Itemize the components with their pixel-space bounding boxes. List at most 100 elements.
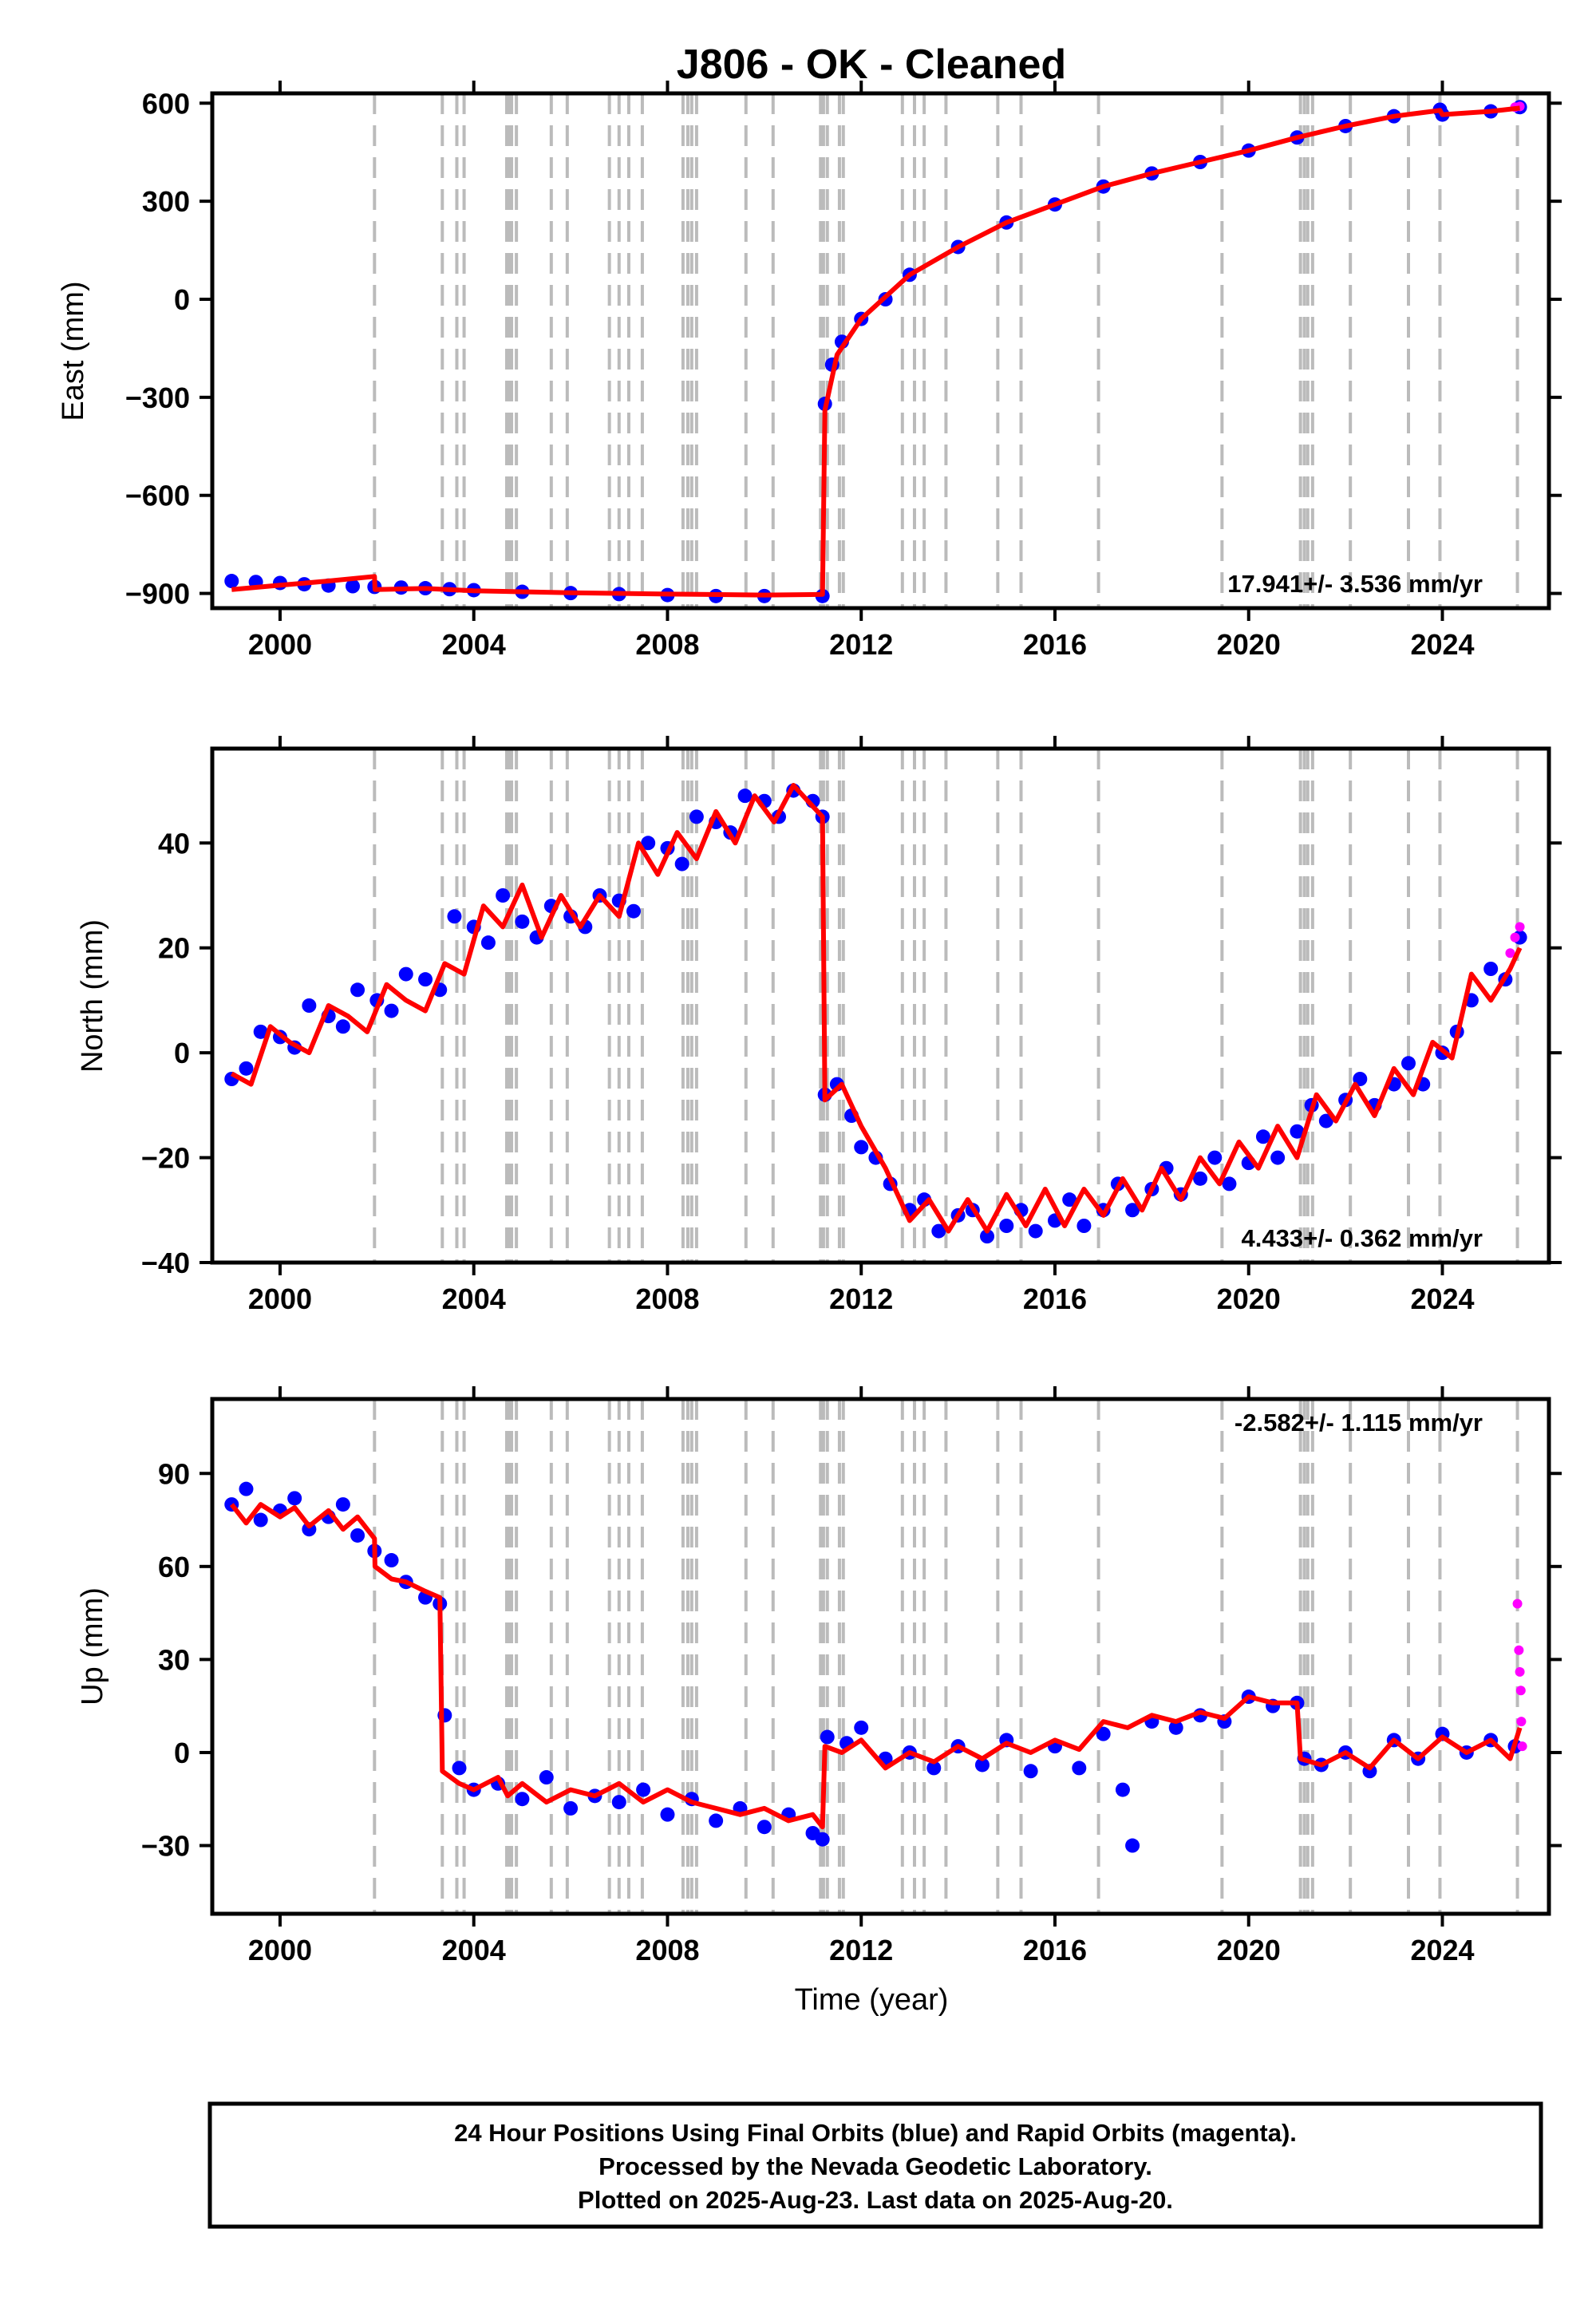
up-rapid-orbits-point [1512, 1599, 1523, 1609]
north-x-tick-label: 2016 [1023, 1282, 1087, 1315]
up-final-orbits-point [757, 1820, 772, 1835]
north-final-orbits-point [689, 809, 704, 824]
north-final-orbits-point [350, 982, 365, 998]
north-final-orbits-point [1207, 1150, 1223, 1165]
up-x-tick-label: 2008 [635, 1934, 699, 1966]
up-rapid-orbits-series [1512, 1599, 1527, 1752]
north-final-orbits-point [1193, 1171, 1208, 1186]
up-final-orbits-point [335, 1497, 350, 1512]
north-final-orbits-point [1077, 1219, 1092, 1233]
figure-title: J806 - OK - Cleaned [677, 41, 1066, 88]
north-final-orbits-point [641, 836, 656, 851]
north-x-tick-label: 2024 [1410, 1282, 1474, 1315]
north-final-orbits-point [999, 1219, 1014, 1233]
up-final-orbits-point [611, 1795, 626, 1810]
north-plot-frame [210, 746, 1551, 1265]
east-x-tick-label: 2012 [829, 628, 893, 661]
up-y-axis-label: Up (mm) [76, 1587, 109, 1705]
north-final-orbits-point [1290, 1124, 1305, 1139]
up-final-orbits-point [820, 1729, 835, 1745]
north-final-orbits-point [1483, 962, 1499, 976]
north-final-orbits-point [674, 856, 689, 871]
north-final-orbits-point [931, 1223, 946, 1239]
north-final-orbits-point [1318, 1113, 1333, 1128]
north-y-axis-label: North (mm) [76, 919, 109, 1073]
up-rapid-orbits-point [1515, 1686, 1526, 1696]
north-event-lines [373, 749, 1519, 1263]
north-y-tick-label: 0 [174, 1037, 190, 1069]
up-x-tick-label: 2020 [1217, 1934, 1281, 1966]
north-final-orbits-point [1125, 1203, 1140, 1218]
east-y-tick-label: −300 [125, 381, 190, 414]
north-final-orbits-point [980, 1229, 995, 1244]
east-y-tick-label: 300 [142, 185, 190, 218]
up-final-orbits-point [974, 1757, 990, 1773]
north-final-orbits-point [480, 935, 496, 951]
north-final-orbits-point [626, 903, 641, 919]
east-rate-label: 17.941+/- 3.536 mm/yr [1227, 570, 1483, 598]
east-x-tick-label: 2020 [1217, 628, 1281, 661]
east-x-tick-label: 2008 [635, 628, 699, 661]
up-final-orbits-point [1115, 1782, 1130, 1797]
east-x-tick-label: 2016 [1023, 628, 1087, 661]
panel-up: −30 0 30 60 90 2000 2004 2008 2012 2016 2020 2024 -… [76, 1386, 1562, 2017]
north-x-tick-label: 2020 [1217, 1282, 1281, 1315]
north-final-orbits-series [224, 783, 1527, 1244]
east-y-tick-label: −900 [125, 578, 190, 611]
north-x-tick-label: 2004 [442, 1282, 506, 1315]
north-final-orbits-point [418, 972, 433, 987]
north-final-orbits-point [1270, 1150, 1286, 1165]
north-rapid-orbits-point [1505, 948, 1515, 958]
footer-border [207, 2101, 1543, 2229]
east-final-orbits-point [345, 579, 360, 594]
up-final-orbits-point [452, 1761, 467, 1776]
north-y-tick-label: 20 [158, 932, 190, 965]
up-final-orbits-point [709, 1813, 724, 1828]
north-model-line [230, 783, 1523, 1234]
north-final-orbits-point [239, 1061, 254, 1076]
east-y-axis-label: East (mm) [57, 281, 90, 421]
up-y-tick-label: 0 [174, 1737, 190, 1769]
north-final-orbits-point [1255, 1129, 1270, 1144]
up-final-orbits-point [539, 1770, 554, 1785]
up-final-orbits-point [815, 1832, 830, 1847]
up-x-tick-label: 2000 [248, 1934, 312, 1966]
up-final-orbits-point [239, 1481, 254, 1496]
up-rapid-orbits-point [1515, 1666, 1525, 1677]
up-y-tick-label: −30 [141, 1830, 190, 1863]
up-rapid-orbits-point [1516, 1717, 1527, 1727]
up-final-orbits-point [350, 1528, 365, 1543]
up-final-orbits-point [515, 1792, 530, 1807]
north-final-orbits-point [1222, 1176, 1237, 1192]
north-rate-label: 4.433+/- 0.362 mm/yr [1242, 1224, 1483, 1252]
east-event-lines [373, 93, 1519, 608]
up-event-lines [373, 1399, 1519, 1914]
up-rapid-orbits-point [1514, 1645, 1524, 1655]
footer-line-3: Plotted on 2025-Aug-23. Last data on 202… [578, 2186, 1173, 2214]
north-x-tick-label: 2012 [829, 1282, 893, 1315]
north-final-orbits-point [384, 1003, 399, 1018]
north-final-orbits-point [302, 998, 317, 1013]
up-final-orbits-point [563, 1800, 579, 1816]
north-plot-area: −40 −20 0 20 40 2000 2004 2008 2012 2016 2020 2024 [141, 736, 1562, 1315]
up-final-orbits-series [224, 1481, 1523, 1853]
north-final-orbits-point [398, 966, 413, 982]
up-final-orbits-point [253, 1512, 268, 1528]
north-final-orbits-point [1062, 1192, 1077, 1207]
north-final-orbits-point [737, 788, 753, 804]
up-y-tick-label: 60 [158, 1551, 190, 1583]
x-axis-label: Time (year) [795, 1983, 949, 2017]
up-final-orbits-point [287, 1491, 302, 1506]
east-x-tick-label: 2024 [1410, 628, 1474, 661]
footer-box: 24 Hour Positions Using Final Orbits (bl… [207, 2101, 1543, 2229]
north-final-orbits-point [515, 914, 530, 929]
north-y-tick-label: −40 [141, 1247, 190, 1279]
east-x-tick-label: 2000 [248, 628, 312, 661]
up-x-tick-label: 2024 [1410, 1934, 1474, 1966]
north-x-tick-label: 2008 [635, 1282, 699, 1315]
up-x-tick-label: 2004 [442, 1934, 506, 1966]
east-plot-area: −900 −600 −300 0 300 600 2000 2004 2008 2012 2016 2… [125, 81, 1562, 661]
panel-east: −900 −600 −300 0 300 600 2000 2004 2008 2012 2016 2… [57, 81, 1562, 661]
north-final-orbits-point [253, 1024, 268, 1039]
